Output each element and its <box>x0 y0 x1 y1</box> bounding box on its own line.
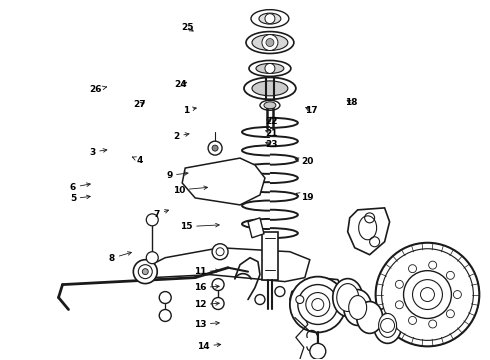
Circle shape <box>376 243 479 346</box>
Circle shape <box>381 319 394 332</box>
Ellipse shape <box>252 35 288 50</box>
Circle shape <box>290 276 346 332</box>
Text: 17: 17 <box>305 105 318 114</box>
Ellipse shape <box>256 63 284 73</box>
Polygon shape <box>348 208 390 255</box>
Circle shape <box>312 298 324 310</box>
Circle shape <box>409 316 416 324</box>
Text: 6: 6 <box>70 183 90 192</box>
Circle shape <box>429 320 437 328</box>
Text: 22: 22 <box>266 117 278 126</box>
Text: 5: 5 <box>70 194 90 203</box>
Text: 14: 14 <box>197 342 220 351</box>
Circle shape <box>133 260 157 284</box>
Circle shape <box>296 296 304 303</box>
Circle shape <box>212 244 228 260</box>
Text: 26: 26 <box>90 85 106 94</box>
Circle shape <box>306 293 330 316</box>
Circle shape <box>395 301 403 309</box>
Circle shape <box>147 252 158 264</box>
Circle shape <box>446 310 454 318</box>
Text: 27: 27 <box>134 100 146 109</box>
Circle shape <box>265 14 275 24</box>
Polygon shape <box>262 232 278 280</box>
Ellipse shape <box>259 13 281 24</box>
Text: 16: 16 <box>194 283 219 292</box>
Circle shape <box>420 288 435 302</box>
Ellipse shape <box>333 279 363 316</box>
Text: 23: 23 <box>266 140 278 149</box>
Circle shape <box>212 279 224 291</box>
Text: 15: 15 <box>180 222 219 231</box>
Ellipse shape <box>337 284 359 311</box>
Circle shape <box>159 310 171 321</box>
Ellipse shape <box>251 10 289 28</box>
Circle shape <box>265 63 275 73</box>
Ellipse shape <box>357 302 383 333</box>
Ellipse shape <box>264 102 276 109</box>
Ellipse shape <box>252 81 288 96</box>
Text: 1: 1 <box>183 105 196 114</box>
Circle shape <box>409 265 416 273</box>
Polygon shape <box>140 248 310 282</box>
Text: 7: 7 <box>154 210 169 219</box>
Circle shape <box>404 271 451 319</box>
Circle shape <box>262 35 278 50</box>
Text: 20: 20 <box>295 157 314 166</box>
Circle shape <box>255 294 265 305</box>
Text: 3: 3 <box>90 148 107 157</box>
Text: 24: 24 <box>174 81 187 90</box>
Circle shape <box>212 298 224 310</box>
Ellipse shape <box>244 77 296 99</box>
Circle shape <box>275 287 285 297</box>
Text: 4: 4 <box>132 156 143 165</box>
Circle shape <box>266 39 274 46</box>
Ellipse shape <box>249 60 291 76</box>
Circle shape <box>147 214 158 226</box>
Text: 13: 13 <box>194 320 219 329</box>
Circle shape <box>395 280 403 288</box>
Text: 11: 11 <box>194 267 219 276</box>
Text: 10: 10 <box>173 185 207 194</box>
Polygon shape <box>290 278 348 329</box>
Ellipse shape <box>374 307 401 343</box>
Text: 2: 2 <box>173 132 189 141</box>
Circle shape <box>382 249 473 340</box>
Text: 8: 8 <box>109 252 131 263</box>
Text: 19: 19 <box>296 193 314 202</box>
Circle shape <box>453 291 462 298</box>
Ellipse shape <box>349 296 367 319</box>
Ellipse shape <box>260 100 280 110</box>
Ellipse shape <box>343 289 371 325</box>
Text: 18: 18 <box>345 98 358 107</box>
Circle shape <box>216 248 224 256</box>
Polygon shape <box>182 158 265 205</box>
Circle shape <box>369 237 380 247</box>
Circle shape <box>429 261 437 269</box>
Ellipse shape <box>379 314 396 337</box>
Circle shape <box>142 269 148 275</box>
Text: 12: 12 <box>194 300 219 309</box>
Text: 25: 25 <box>181 23 194 32</box>
Circle shape <box>208 141 222 155</box>
Circle shape <box>446 271 454 279</box>
Circle shape <box>298 285 338 324</box>
Text: 9: 9 <box>166 171 188 180</box>
Circle shape <box>212 145 218 151</box>
Circle shape <box>159 292 171 303</box>
Circle shape <box>310 343 326 359</box>
Circle shape <box>413 280 442 310</box>
Circle shape <box>138 265 152 279</box>
Text: 21: 21 <box>266 129 278 138</box>
Ellipse shape <box>246 32 294 54</box>
Circle shape <box>365 213 375 223</box>
Polygon shape <box>248 218 264 238</box>
